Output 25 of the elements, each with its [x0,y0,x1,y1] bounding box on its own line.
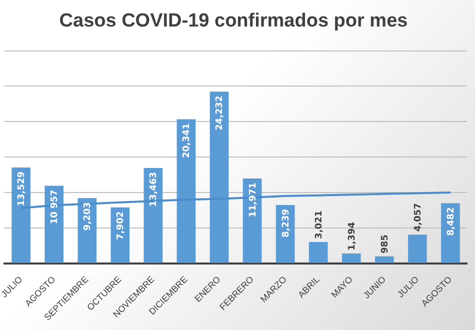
data-label: 13,529 [17,171,28,206]
bar [408,234,427,263]
data-label: 20,341 [182,123,192,158]
data-label: 9,203 [83,202,94,231]
bar [308,242,328,263]
bar [110,207,130,263]
bar [176,119,196,263]
data-label: 8,239 [281,208,292,238]
data-label: 24,232 [215,96,226,130]
data-label: 11,971 [248,182,258,218]
data-label: 4,057 [413,203,424,232]
data-label: 8,482 [446,207,456,236]
bar [342,253,361,263]
bar [375,256,394,263]
bar [12,167,30,263]
data-label: 985 [380,234,390,254]
chart-title: Casos COVID-19 confirmados por mes [59,10,408,32]
bar [441,203,460,263]
data-label: 13,463 [149,172,160,207]
bar [44,186,64,263]
bar [210,92,229,263]
data-label: 1,394 [347,222,358,250]
data-label: 3,021 [314,210,324,239]
data-label: 10 957 [50,190,60,224]
data-label: 7,902 [116,211,126,240]
